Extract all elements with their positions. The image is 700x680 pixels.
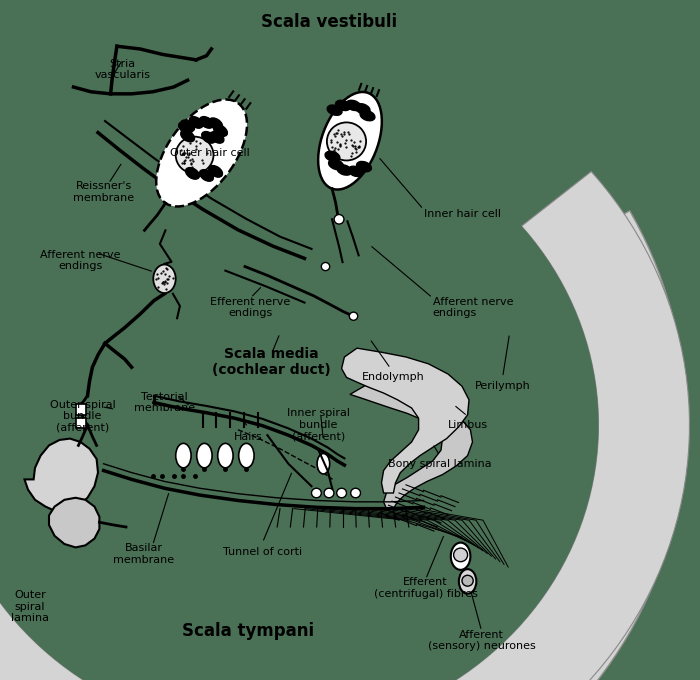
Text: Afferent nerve
endings: Afferent nerve endings	[433, 296, 513, 318]
Text: Limbus: Limbus	[447, 420, 488, 430]
Ellipse shape	[239, 443, 254, 468]
Text: Inner hair cell: Inner hair cell	[424, 209, 500, 219]
Text: Basilar
membrane: Basilar membrane	[113, 543, 174, 565]
Ellipse shape	[214, 124, 228, 137]
Circle shape	[176, 137, 214, 173]
Ellipse shape	[218, 443, 233, 468]
Circle shape	[337, 488, 346, 498]
Text: Tectorial
membrane: Tectorial membrane	[134, 392, 195, 413]
Ellipse shape	[346, 100, 361, 111]
Ellipse shape	[356, 161, 372, 172]
Circle shape	[454, 548, 468, 562]
Text: Reissner's
membrane: Reissner's membrane	[73, 181, 134, 203]
Polygon shape	[0, 252, 602, 680]
Circle shape	[334, 214, 344, 224]
Ellipse shape	[186, 167, 199, 180]
Ellipse shape	[181, 120, 195, 132]
Text: Outer hair cell: Outer hair cell	[170, 148, 250, 158]
Circle shape	[324, 488, 334, 498]
Circle shape	[321, 262, 330, 271]
Text: Perilymph: Perilymph	[475, 381, 531, 391]
Circle shape	[462, 575, 473, 586]
Ellipse shape	[337, 165, 352, 175]
Ellipse shape	[181, 130, 195, 142]
Circle shape	[351, 488, 360, 498]
Text: Endolymph: Endolymph	[362, 373, 425, 382]
Text: Hairs: Hairs	[234, 432, 263, 441]
Polygon shape	[350, 384, 472, 509]
Ellipse shape	[327, 105, 342, 116]
Polygon shape	[342, 348, 469, 493]
Text: Efferent
(centrifugal) fibres: Efferent (centrifugal) fibres	[374, 577, 477, 599]
Ellipse shape	[153, 265, 176, 293]
Circle shape	[312, 488, 321, 498]
Bar	[76, 404, 86, 415]
Ellipse shape	[176, 443, 191, 468]
Polygon shape	[156, 99, 247, 207]
Ellipse shape	[317, 454, 330, 474]
Ellipse shape	[325, 151, 340, 162]
Text: Efferent nerve
endings: Efferent nerve endings	[211, 296, 290, 318]
Bar	[76, 418, 86, 428]
Ellipse shape	[355, 103, 370, 114]
Polygon shape	[0, 171, 690, 680]
Text: Scala vestibuli: Scala vestibuli	[261, 13, 397, 31]
Text: Tunnel of corti: Tunnel of corti	[223, 547, 302, 557]
Polygon shape	[0, 211, 686, 680]
Ellipse shape	[451, 543, 470, 570]
Polygon shape	[318, 92, 382, 190]
Ellipse shape	[189, 116, 203, 129]
Polygon shape	[25, 439, 98, 511]
Text: Scala media
(cochlear duct): Scala media (cochlear duct)	[212, 347, 331, 377]
Ellipse shape	[178, 122, 192, 134]
Text: Afferent nerve
endings: Afferent nerve endings	[41, 250, 120, 271]
Ellipse shape	[335, 100, 351, 111]
Text: Inner spiral
bundle
(afferent): Inner spiral bundle (afferent)	[287, 409, 350, 441]
Ellipse shape	[199, 169, 213, 182]
Text: Outer
spiral
lamina: Outer spiral lamina	[11, 590, 49, 623]
Circle shape	[349, 312, 358, 320]
Ellipse shape	[360, 110, 375, 121]
Text: Bony spiral lamina: Bony spiral lamina	[388, 459, 491, 469]
Text: Scala tympani: Scala tympani	[183, 622, 314, 640]
Polygon shape	[0, 226, 598, 680]
Circle shape	[327, 122, 366, 160]
Text: Outer spiral
bundle
(afferent): Outer spiral bundle (afferent)	[50, 400, 116, 432]
Ellipse shape	[328, 159, 344, 170]
Ellipse shape	[202, 131, 216, 143]
Text: Afferent
(sensory) neurones: Afferent (sensory) neurones	[428, 630, 536, 651]
Polygon shape	[49, 498, 99, 547]
Ellipse shape	[348, 166, 363, 177]
Ellipse shape	[199, 116, 213, 129]
Ellipse shape	[459, 569, 476, 594]
Text: Stria
vascularis: Stria vascularis	[94, 58, 150, 80]
Ellipse shape	[209, 165, 223, 177]
Ellipse shape	[209, 118, 223, 130]
Ellipse shape	[197, 443, 212, 468]
Ellipse shape	[210, 131, 224, 143]
